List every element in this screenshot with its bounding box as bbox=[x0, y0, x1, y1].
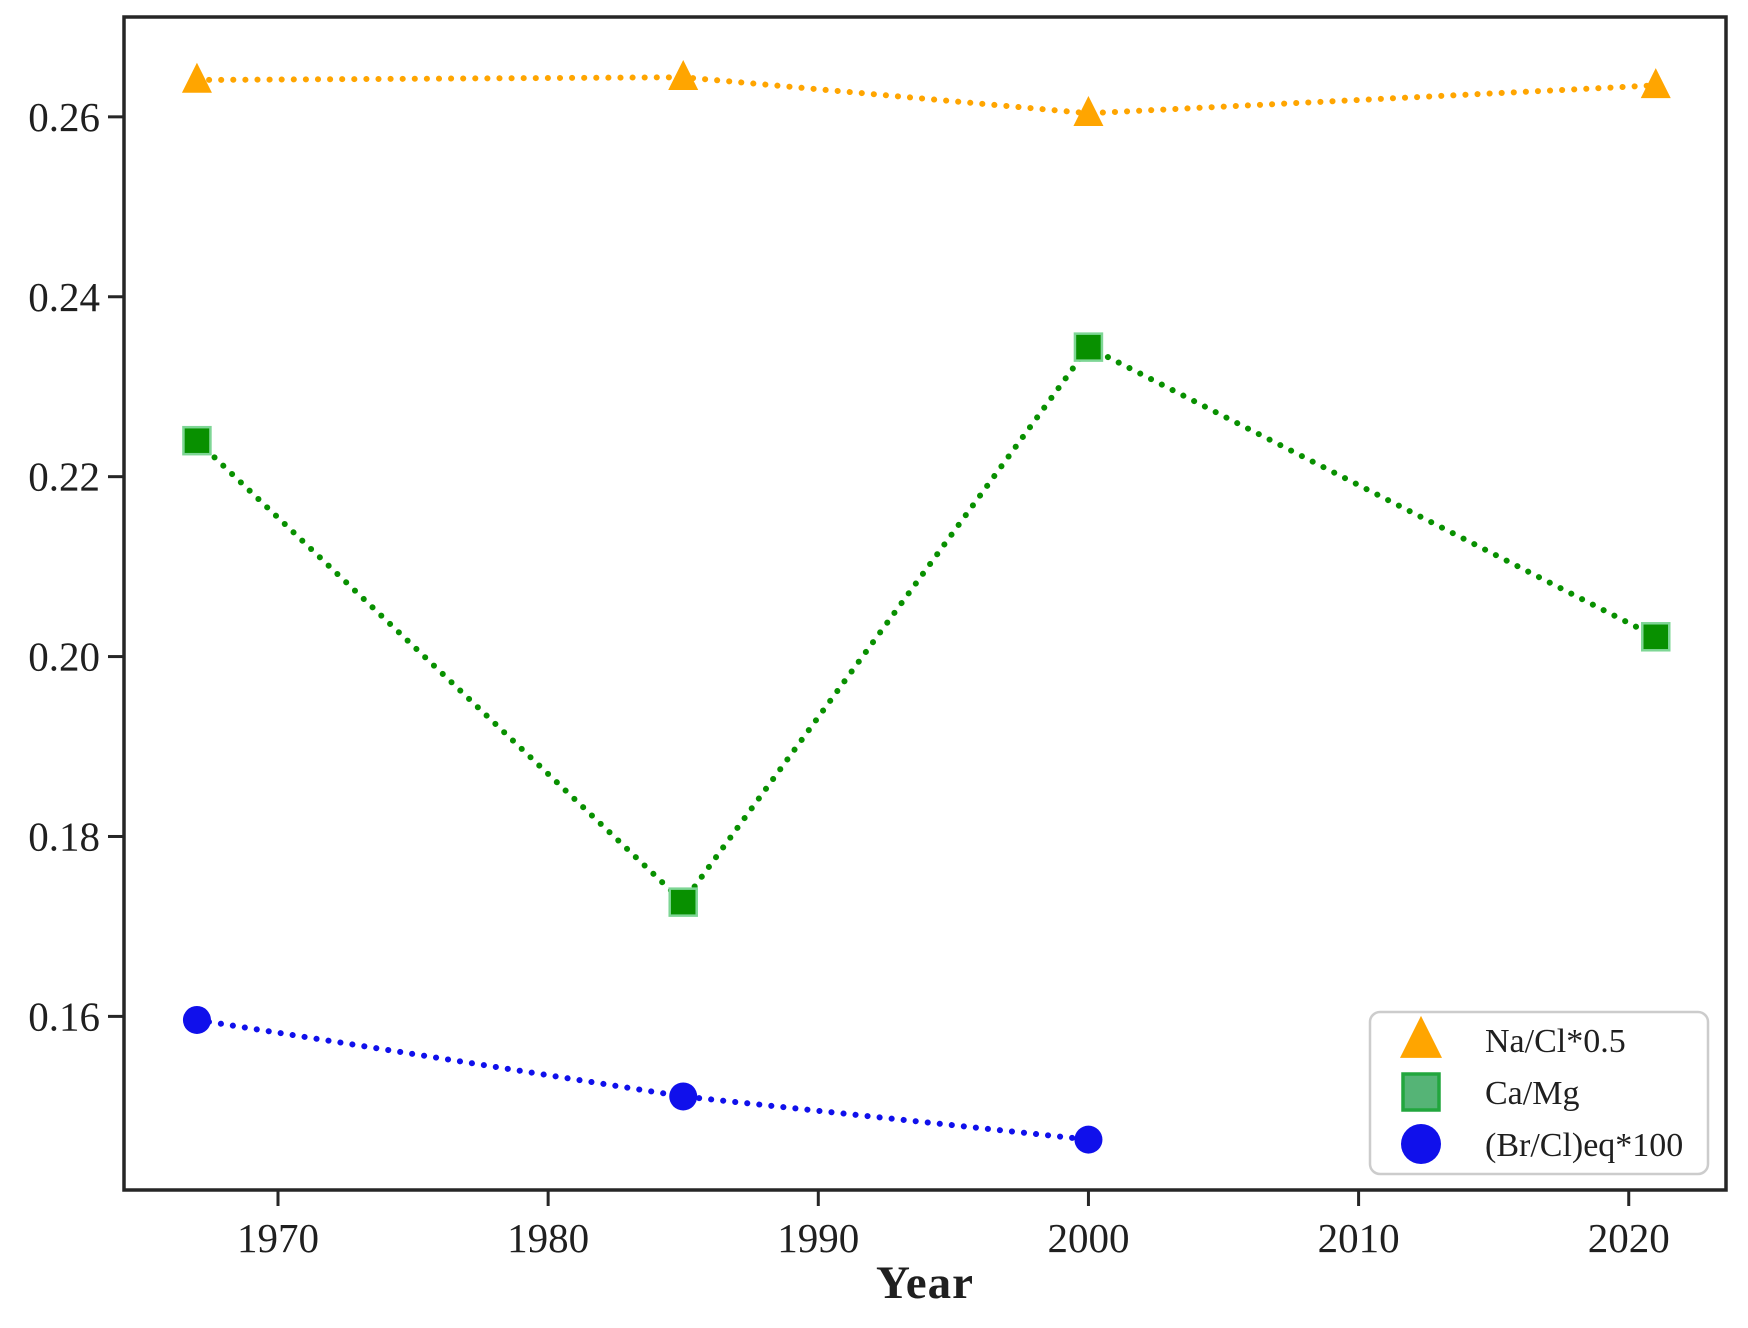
x-tick-label: 2020 bbox=[1588, 1215, 1670, 1261]
legend-item-label: (Br/Cl)eq*100 bbox=[1485, 1127, 1683, 1164]
series-line-0 bbox=[193, 74, 1659, 117]
legend-marker-1 bbox=[1401, 1072, 1441, 1112]
y-tick-label: 0.20 bbox=[28, 634, 100, 680]
data-point-2-0 bbox=[182, 1005, 211, 1034]
series-line-2 bbox=[193, 1016, 1092, 1143]
legend-marker-2 bbox=[1401, 1124, 1441, 1164]
legend-marker-0 bbox=[1400, 1015, 1442, 1058]
y-tick-label: 0.26 bbox=[28, 94, 100, 140]
y-tick-label: 0.24 bbox=[28, 274, 100, 320]
legend-box bbox=[1368, 1010, 1710, 1176]
y-tick-label: 0.16 bbox=[28, 993, 100, 1039]
series-line-1 bbox=[193, 343, 1659, 907]
data-point-0-1 bbox=[668, 60, 699, 91]
x-tick-label: 1990 bbox=[777, 1215, 859, 1261]
y-tick-label: 0.18 bbox=[28, 813, 100, 859]
x-axis-label: Year bbox=[876, 1257, 974, 1309]
x-tick-label: 2000 bbox=[1047, 1215, 1129, 1261]
data-point-1-0 bbox=[182, 425, 212, 456]
data-point-0-0 bbox=[181, 62, 212, 93]
data-point-1-1 bbox=[668, 887, 698, 917]
data-point-2-2 bbox=[1074, 1125, 1103, 1154]
plot-border bbox=[122, 15, 1728, 1192]
data-point-0-2 bbox=[1073, 96, 1104, 127]
data-point-2-1 bbox=[669, 1082, 698, 1111]
x-tick-label: 1970 bbox=[237, 1215, 319, 1261]
y-tick-label: 0.22 bbox=[28, 454, 100, 500]
x-tick-label: 1980 bbox=[507, 1215, 589, 1261]
data-point-0-3 bbox=[1640, 68, 1671, 99]
data-point-1-2 bbox=[1073, 332, 1104, 362]
legend-item-label: Ca/Mg bbox=[1485, 1075, 1579, 1112]
legend-item-label: Na/Cl*0.5 bbox=[1485, 1023, 1626, 1060]
data-point-1-3 bbox=[1641, 622, 1671, 652]
x-tick-label: 2010 bbox=[1318, 1215, 1400, 1261]
